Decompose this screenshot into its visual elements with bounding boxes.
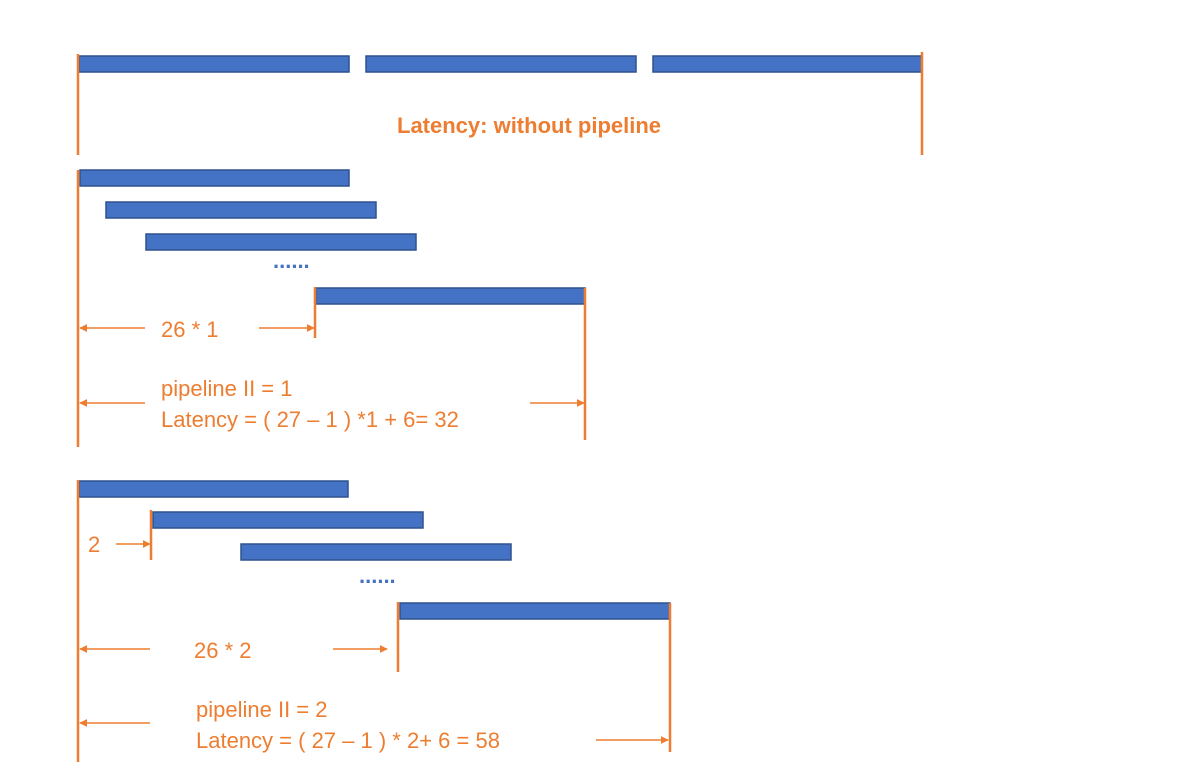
iteration-bar-2 bbox=[152, 511, 424, 529]
section-without-pipeline: Latency: without pipeline bbox=[76, 52, 924, 155]
latency-without-pipeline-label: Latency: without pipeline bbox=[397, 113, 661, 138]
iteration-bar-2 bbox=[365, 55, 637, 73]
iteration-bar-3 bbox=[240, 543, 512, 561]
iteration-bar-last bbox=[399, 602, 671, 620]
pipeline-ii-label: pipeline II = 1 bbox=[161, 376, 292, 401]
iteration-bar-3 bbox=[145, 233, 417, 251]
iteration-bar-1 bbox=[79, 169, 350, 187]
ellipsis: ...... bbox=[359, 563, 396, 588]
pipeline-ii-label: pipeline II = 2 bbox=[196, 697, 327, 722]
latency-formula-label: Latency = ( 27 – 1 ) * 2+ 6 = 58 bbox=[196, 728, 500, 753]
iteration-bar-1 bbox=[78, 480, 349, 498]
offset-label: 2 bbox=[88, 532, 100, 557]
latency-formula-label: Latency = ( 27 – 1 ) *1 + 6= 32 bbox=[161, 407, 459, 432]
section-pipeline-ii-1: ...... 26 * 1 pipeline II = 1 Latency = … bbox=[76, 169, 587, 447]
span-label: 26 * 2 bbox=[194, 638, 252, 663]
span-label: 26 * 1 bbox=[161, 317, 219, 342]
iteration-bar-2 bbox=[105, 201, 377, 219]
iteration-bar-3 bbox=[652, 55, 923, 73]
iteration-bar-1 bbox=[78, 55, 350, 73]
iteration-bar-last bbox=[315, 287, 586, 305]
section-pipeline-ii-2: ...... 2 26 * 2 pipeline II = 2 Latency … bbox=[76, 480, 672, 762]
ellipsis: ...... bbox=[273, 248, 310, 273]
